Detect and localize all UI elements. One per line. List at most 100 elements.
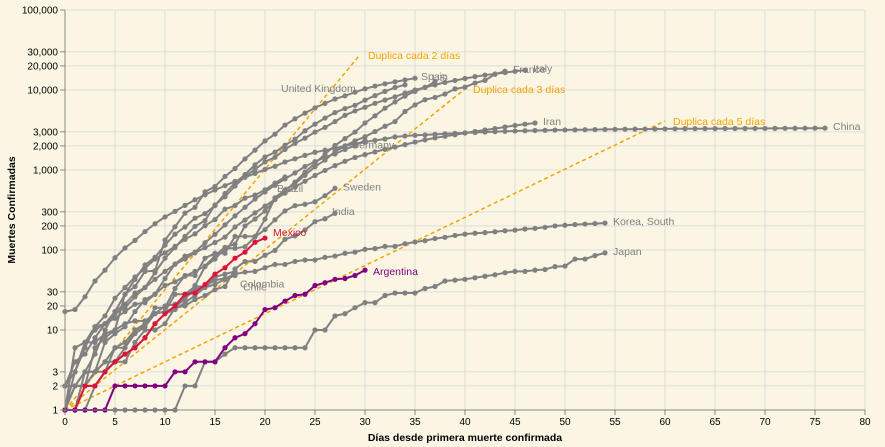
data-point-france — [422, 97, 428, 103]
series-label-korea-south: Korea, South — [613, 216, 674, 228]
data-point-germany — [152, 291, 158, 297]
data-point-sweden — [322, 193, 328, 199]
data-point-japan — [292, 345, 298, 351]
data-point-iran — [112, 311, 118, 317]
data-point-germany — [302, 163, 308, 170]
data-point-japan — [592, 253, 598, 259]
data-point-china — [372, 137, 378, 143]
data-point-germany — [112, 331, 118, 337]
data-point-china — [302, 152, 308, 158]
y-tick-label: 100,000 — [22, 6, 59, 17]
data-point-spain — [402, 77, 408, 83]
series-label-italy: Italy — [533, 63, 553, 75]
data-point-united-kingdom — [202, 211, 208, 217]
y-tick-label: 30 — [47, 287, 59, 298]
data-point-iran — [272, 196, 278, 203]
data-point-us — [392, 99, 398, 105]
data-point-japan — [362, 300, 368, 306]
data-point-france — [412, 102, 418, 108]
data-point-mexico — [182, 291, 188, 297]
data-point-germany — [162, 275, 168, 282]
data-point-sweden — [252, 234, 258, 240]
data-point-us — [342, 136, 348, 142]
data-point-japan — [372, 300, 378, 306]
data-point-india — [282, 236, 288, 242]
data-point-korea-south — [522, 226, 528, 232]
data-point-united-kingdom — [392, 84, 398, 91]
data-point-china — [282, 159, 288, 165]
data-point-italy — [262, 159, 268, 165]
data-point-korea-south — [312, 257, 318, 263]
data-point-china — [592, 126, 598, 133]
data-point-china — [562, 127, 568, 133]
data-point-iran — [292, 184, 298, 190]
doubling-label: Duplica cada 2 días — [368, 50, 460, 62]
data-point-mexico — [142, 335, 148, 341]
data-point-germany — [252, 196, 258, 202]
data-point-china — [112, 255, 118, 261]
data-point-iran — [372, 149, 378, 155]
data-point-united-kingdom — [232, 180, 238, 186]
data-point-us — [382, 105, 388, 111]
data-point-sweden — [262, 226, 268, 233]
data-point-japan — [192, 383, 198, 389]
data-point-united-kingdom — [312, 121, 318, 127]
data-point-argentina — [282, 298, 288, 304]
data-point-mexico — [92, 383, 98, 389]
data-point-iran — [142, 284, 148, 291]
data-point-argentina — [152, 383, 158, 389]
data-point-india — [292, 233, 298, 239]
data-point-italy — [342, 112, 348, 118]
data-point-united-kingdom — [222, 190, 228, 197]
data-point-france — [432, 94, 438, 101]
data-point-china — [322, 147, 328, 153]
data-point-united-kingdom — [122, 291, 128, 297]
data-point-germany — [292, 170, 298, 176]
data-point-spain — [322, 100, 328, 106]
y-axis-title: Muertes Confirmadas — [6, 156, 18, 264]
series-label-sweden: Sweden — [343, 181, 381, 193]
data-point-japan — [562, 263, 568, 269]
data-point-sweden — [292, 203, 298, 209]
data-point-china — [532, 127, 538, 134]
data-point-japan — [282, 345, 288, 351]
series-label-colombia: Colombia — [240, 278, 285, 290]
data-point-mexico — [232, 255, 238, 261]
data-point-spain — [412, 75, 418, 81]
data-point-spain — [252, 147, 258, 153]
data-point-sweden — [232, 245, 238, 251]
series-label-us: US — [432, 73, 447, 85]
data-point-iran — [512, 122, 518, 129]
y-tick-label: 10,000 — [27, 86, 58, 97]
doubling-label: Duplica cada 5 días — [673, 116, 765, 128]
data-point-brazil — [202, 223, 208, 229]
data-point-india — [162, 321, 168, 327]
data-point-china — [132, 237, 138, 243]
data-point-france — [492, 71, 498, 77]
data-point-france — [482, 77, 488, 83]
data-point-argentina — [302, 291, 308, 297]
data-point-korea-south — [322, 254, 328, 260]
data-point-korea-south — [502, 228, 508, 234]
data-point-mexico — [252, 239, 258, 245]
data-point-brazil — [272, 180, 278, 186]
data-point-united-kingdom — [262, 154, 268, 160]
data-point-korea-south — [432, 235, 438, 242]
x-tick-label: 35 — [409, 417, 421, 428]
data-point-argentina — [222, 345, 228, 351]
data-point-united-kingdom — [212, 202, 218, 209]
series-lines — [62, 67, 828, 413]
data-point-us — [262, 208, 268, 214]
data-point-spain — [332, 96, 338, 102]
data-point-italy — [332, 118, 338, 125]
y-tick-label: 2 — [52, 381, 58, 392]
data-point-iran — [362, 152, 368, 158]
x-tick-label: 50 — [559, 417, 571, 428]
data-point-iran — [302, 178, 308, 184]
data-point-korea-south — [352, 249, 358, 255]
data-point-korea-south — [482, 230, 488, 236]
data-point-china — [672, 126, 678, 132]
data-point-us — [72, 345, 78, 351]
x-tick-label: 5 — [112, 417, 118, 428]
